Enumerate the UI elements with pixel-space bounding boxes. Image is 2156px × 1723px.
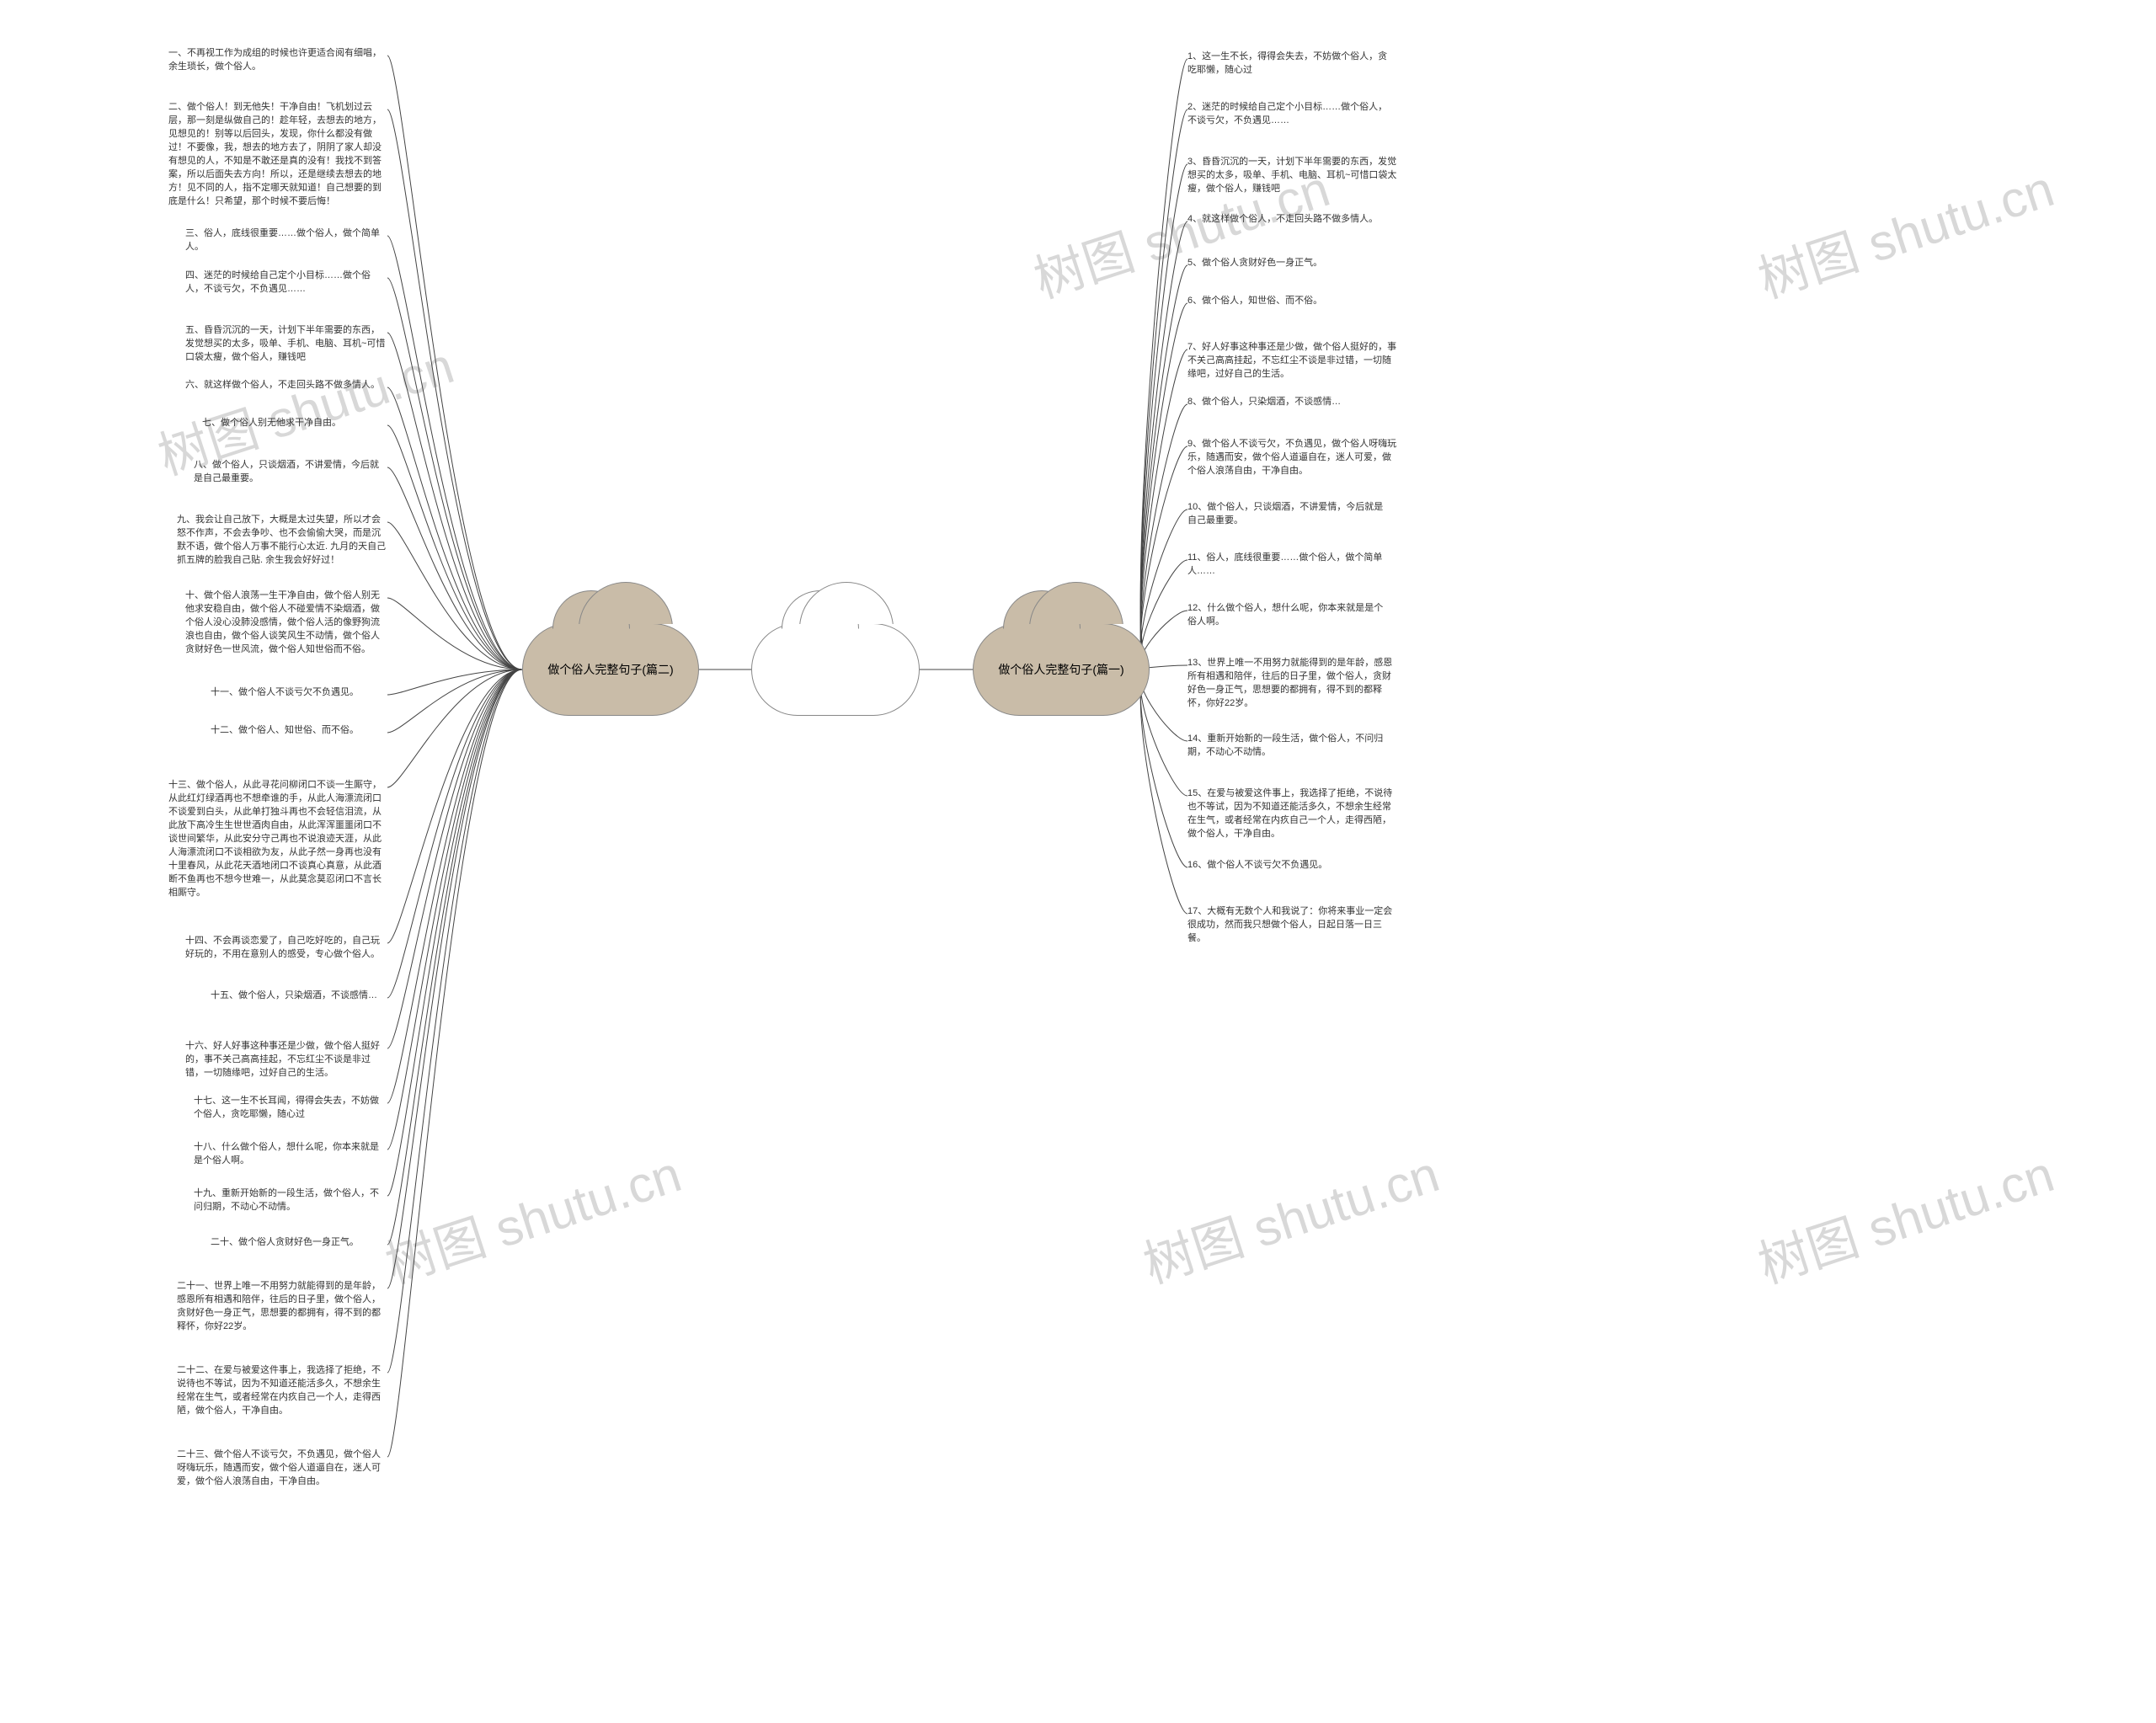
watermark: 树图 shutu.cn (1748, 148, 2062, 312)
right-item: 13、世界上唯一不用努力就能得到的是年龄，感恩所有相遇和陪伴，往后的日子里，做个… (1187, 657, 1398, 711)
left-item: 十八、什么做个俗人，想什么呢，你本来就是是个俗人啊。 (194, 1141, 387, 1168)
left-item: 十五、做个俗人，只染烟酒，不谈感情… (211, 990, 387, 1003)
left-item: 十四、不会再谈恋爱了，自己吃好吃的，自己玩好玩的，不用在意别人的感受，专心做个俗… (185, 935, 387, 962)
right-item: 15、在爱与被爱这件事上，我选择了拒绝，不说待也不等试，因为不知道还能活多久，不… (1187, 787, 1398, 841)
watermark: 树图 shutu.cn (375, 1134, 689, 1298)
left-item: 八、做个俗人，只谈烟酒，不讲爱情，今后就是自己最重要。 (194, 459, 387, 486)
right-topic-cloud: 做个俗人完整句子(篇一) (973, 623, 1150, 716)
right-topic-label: 做个俗人完整句子(篇一) (998, 661, 1123, 678)
left-item: 十三、做个俗人，从此寻花问柳闭口不谈一生厮守，从此红灯绿酒再也不想牵谁的手，从此… (168, 779, 387, 899)
left-item: 二、做个俗人！到无他失！干净自由！飞机划过云层，那一刻是纵做自己的！趁年轻，去想… (168, 101, 387, 209)
left-item: 十、做个俗人浪荡一生干净自由，做个俗人别无他求安稳自由，做个俗人不碰爱情不染烟酒… (185, 589, 387, 657)
left-item: 二十、做个俗人贪财好色一身正气。 (211, 1236, 387, 1250)
left-topic-label: 做个俗人完整句子(篇二) (547, 661, 673, 678)
right-item: 11、俗人，底线很重要……做个俗人，做个简单人…… (1187, 552, 1390, 579)
left-item: 二十二、在爱与被爱这件事上，我选择了拒绝，不说待也不等试，因为不知道还能活多久，… (177, 1364, 387, 1418)
left-item: 二十三、做个俗人不谈亏欠，不负遇见，做个俗人呀嗨玩乐，随遇而安，做个俗人道逼自在… (177, 1448, 387, 1489)
center-cloud (751, 623, 920, 716)
left-item: 九、我会让自己放下，大概是太过失望，所以才会怒不作声，不会去争吵、也不会偷偷大哭… (177, 514, 387, 568)
right-item: 10、做个俗人，只谈烟酒，不讲爱情，今后就是自己最重要。 (1187, 501, 1390, 528)
left-item: 十一、做个俗人不谈亏欠不负遇见。 (211, 686, 387, 700)
left-item: 十二、做个俗人、知世俗、而不俗。 (211, 724, 387, 738)
right-item: 7、好人好事这种事还是少做，做个俗人挺好的，事不关己高高挂起，不忘红尘不谈是非过… (1187, 341, 1398, 381)
right-item: 16、做个俗人不谈亏欠不负遇见。 (1187, 859, 1364, 872)
right-item: 9、做个俗人不谈亏欠，不负遇见，做个俗人呀嗨玩乐，随遇而安，做个俗人道逼自在，迷… (1187, 438, 1398, 478)
left-item: 五、昏昏沉沉的一天，计划下半年需要的东西，发觉想买的太多，吸单、手机、电脑、耳机… (185, 324, 387, 365)
left-item: 六、就这样做个俗人，不走回头路不做多情人。 (185, 379, 387, 392)
right-item: 14、重新开始新的一段生活，做个俗人，不问归期，不动心不动情。 (1187, 733, 1390, 760)
left-item: 七、做个俗人别无他求干净自由。 (202, 417, 387, 430)
right-item: 17、大概有无数个人和我说了：你将来事业一定会很成功，然而我只想做个俗人，日起日… (1187, 905, 1398, 946)
right-item: 8、做个俗人，只染烟酒，不谈感情… (1187, 396, 1364, 409)
right-item: 1、这一生不长，得得会失去，不妨做个俗人，贪吃耶懒，随心过 (1187, 51, 1390, 77)
left-item: 四、迷茫的时候给自己定个小目标……做个俗人，不谈亏欠，不负遇见…… (185, 269, 387, 296)
right-item: 12、什么做个俗人，想什么呢，你本来就是是个俗人啊。 (1187, 602, 1390, 629)
left-item: 一、不再视工作为成组的时候也许更适合阅有细唱，余生琐长，做个俗人。 (168, 47, 387, 74)
right-item: 5、做个俗人贪财好色一身正气。 (1187, 257, 1364, 270)
right-item: 3、昏昏沉沉的一天，计划下半年需要的东西，发觉想买的太多，吸单、手机、电脑、耳机… (1187, 156, 1398, 196)
right-item: 2、迷茫的时候给自己定个小目标……做个俗人，不谈亏欠，不负遇见…… (1187, 101, 1390, 128)
right-item: 4、就这样做个俗人，不走回头路不做多情人。 (1187, 213, 1390, 227)
right-item: 6、做个俗人，知世俗、而不俗。 (1187, 295, 1356, 308)
watermark: 树图 shutu.cn (1748, 1134, 2062, 1298)
left-item: 三、俗人，底线很重要……做个俗人，做个简单人。 (185, 227, 387, 254)
left-item: 十六、好人好事这种事还是少做，做个俗人挺好的，事不关己高高挂起，不忘红尘不谈是非… (185, 1040, 387, 1080)
watermark: 树图 shutu.cn (1133, 1134, 1447, 1298)
left-item: 十九、重新开始新的一段生活，做个俗人，不问归期，不动心不动情。 (194, 1187, 387, 1214)
left-item: 十七、这一生不长耳闻，得得会失去，不妨做个俗人，贪吃耶懒，随心过 (194, 1095, 387, 1122)
left-topic-cloud: 做个俗人完整句子(篇二) (522, 623, 699, 716)
left-item: 二十一、世界上唯一不用努力就能得到的是年龄，感恩所有相遇和陪伴，往后的日子里，做… (177, 1280, 387, 1334)
